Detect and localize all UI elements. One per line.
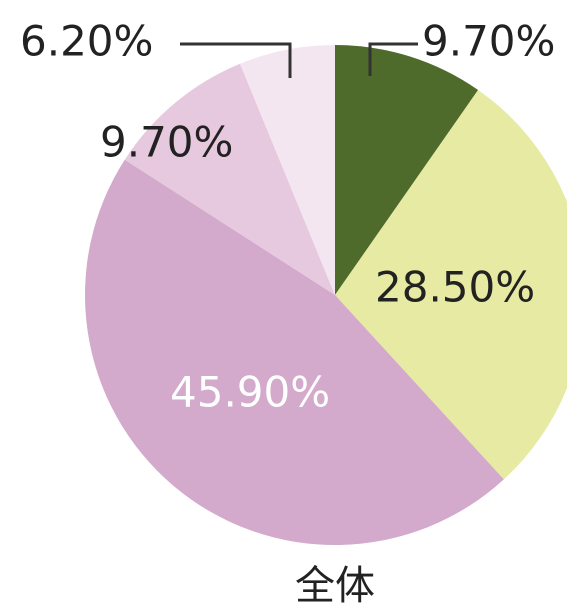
data-label: 9.70% [422, 17, 555, 66]
data-label: 45.90% [170, 368, 330, 417]
leader-line [368, 42, 418, 76]
pie-slice [124, 63, 335, 295]
caption: 全体 [295, 563, 375, 609]
pie [84, 45, 567, 546]
data-label: 28.50% [375, 263, 535, 312]
pie-slice [240, 45, 335, 295]
pie-slice [84, 159, 504, 546]
data-label: 6.20% [20, 17, 153, 66]
pie-slice [335, 90, 567, 480]
data-label: 9.70% [100, 118, 233, 167]
pie-slice [335, 45, 479, 295]
leader-line [180, 42, 292, 78]
